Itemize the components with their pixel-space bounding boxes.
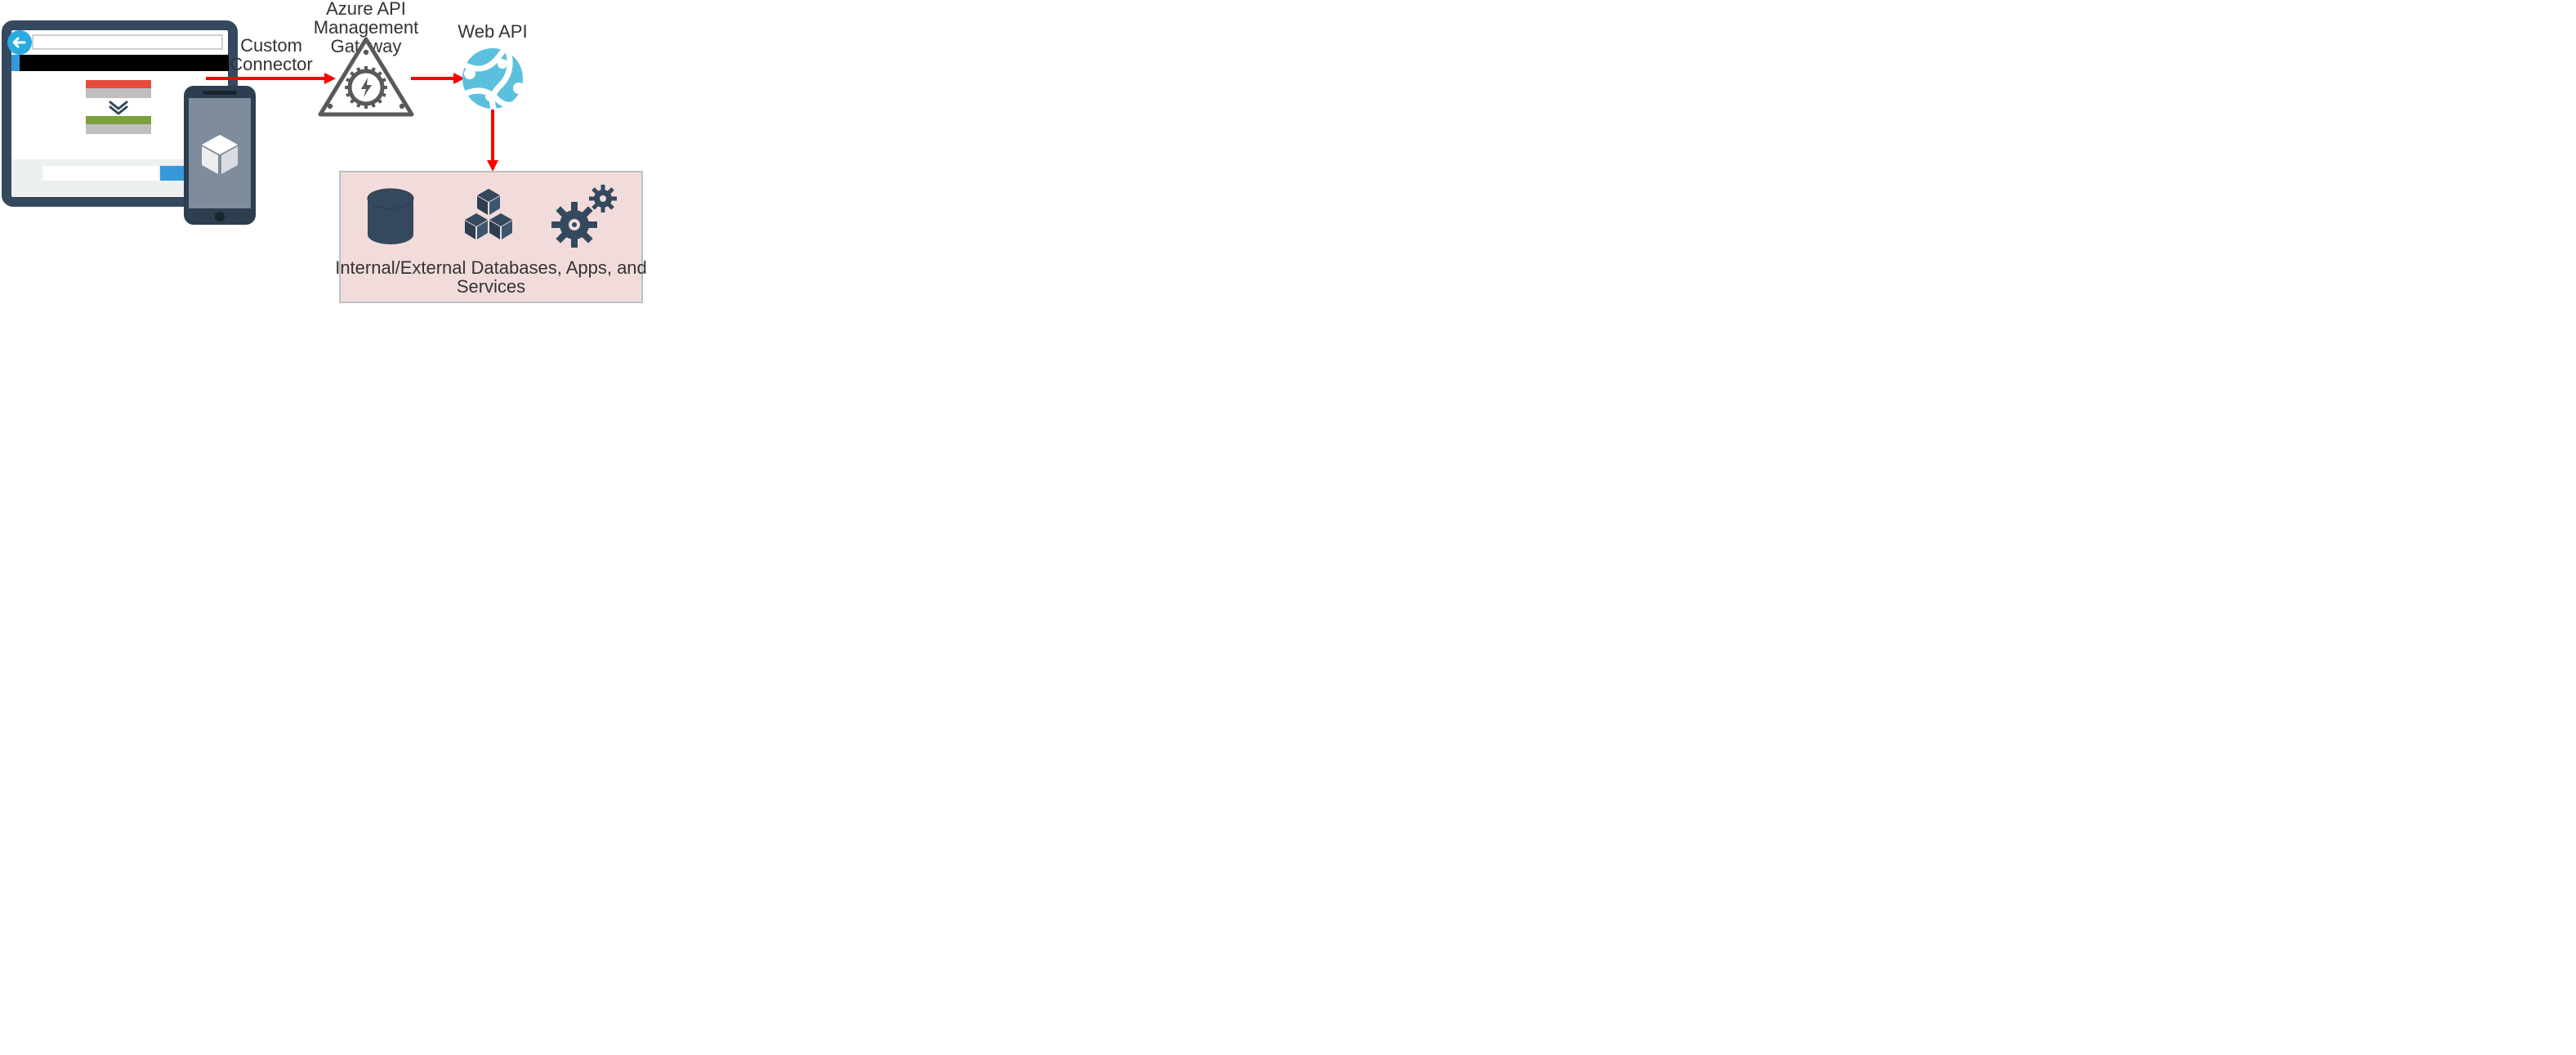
- web-api-icon: Web API: [456, 21, 529, 119]
- svg-text:Web API: Web API: [458, 21, 527, 42]
- svg-text:Management: Management: [314, 17, 418, 38]
- arrow-webapi-to-backend: [487, 110, 498, 172]
- svg-text:Azure API: Azure API: [326, 0, 406, 19]
- gear-lightning-icon: [345, 66, 387, 109]
- backend-box-label-1: Internal/External Databases, Apps, and: [335, 257, 647, 278]
- backend-box-label-2: Services: [457, 276, 525, 297]
- mobile-phone-icon: [184, 86, 256, 225]
- client-devices-group: [7, 25, 256, 225]
- backend-services-box: Internal/External Databases, Apps, and S…: [335, 172, 647, 302]
- custom-connector-label: Custom: [240, 35, 302, 56]
- arrow-apim-to-webapi: [411, 73, 465, 84]
- database-icon: [368, 189, 413, 244]
- architecture-diagram: Custom Connector Azure API Management Ga…: [0, 0, 1288, 527]
- apim-gateway-icon: Azure API Management Gateway: [314, 0, 418, 114]
- custom-connector-label-2: Connector: [230, 54, 313, 74]
